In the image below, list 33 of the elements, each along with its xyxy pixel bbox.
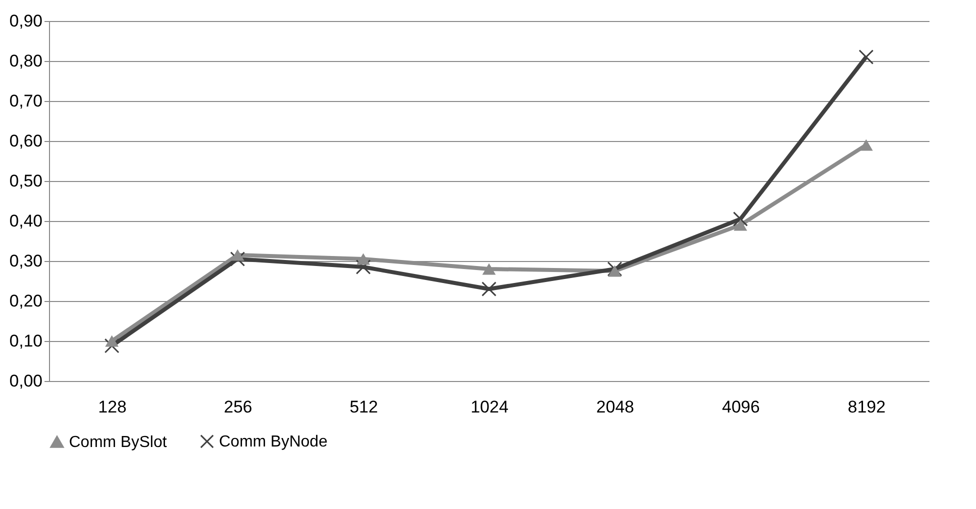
point <box>104 338 120 354</box>
point <box>482 282 496 296</box>
x-tick-label: 1024 <box>470 398 508 416</box>
point <box>230 252 246 266</box>
y-tick-label: 0,20 <box>9 292 42 310</box>
y-tick-label: 0,00 <box>9 372 42 390</box>
x-tick-label: 4096 <box>722 398 760 416</box>
x-tick-label: 128 <box>98 398 127 416</box>
x-tick-label: 512 <box>350 398 378 416</box>
x-tick-label: 8192 <box>848 398 886 416</box>
legend-label: Comm ByNode <box>219 433 328 450</box>
point <box>608 265 622 277</box>
point <box>482 263 496 275</box>
point <box>230 249 244 261</box>
y-tick-label: 0,80 <box>9 52 42 70</box>
legend-label: Comm BySlot <box>69 434 168 451</box>
y-tick-label: 0,50 <box>9 172 42 190</box>
point <box>356 253 370 265</box>
y-tick-label: 0,60 <box>9 132 42 150</box>
point <box>732 212 748 226</box>
x-tick-label: 256 <box>224 398 252 416</box>
point <box>356 260 371 274</box>
point <box>607 262 622 276</box>
point <box>734 219 748 231</box>
y-tick-label: 0,40 <box>9 212 42 230</box>
y-tick-label: 0,90 <box>9 12 42 30</box>
y-tick-label: 0,70 <box>9 92 42 110</box>
point <box>859 139 873 151</box>
y-tick-label: 0,10 <box>9 332 42 350</box>
y-tick-label: 0,30 <box>9 252 42 270</box>
point <box>858 50 874 64</box>
point <box>105 335 119 347</box>
x-tick-label: 2048 <box>596 398 634 416</box>
